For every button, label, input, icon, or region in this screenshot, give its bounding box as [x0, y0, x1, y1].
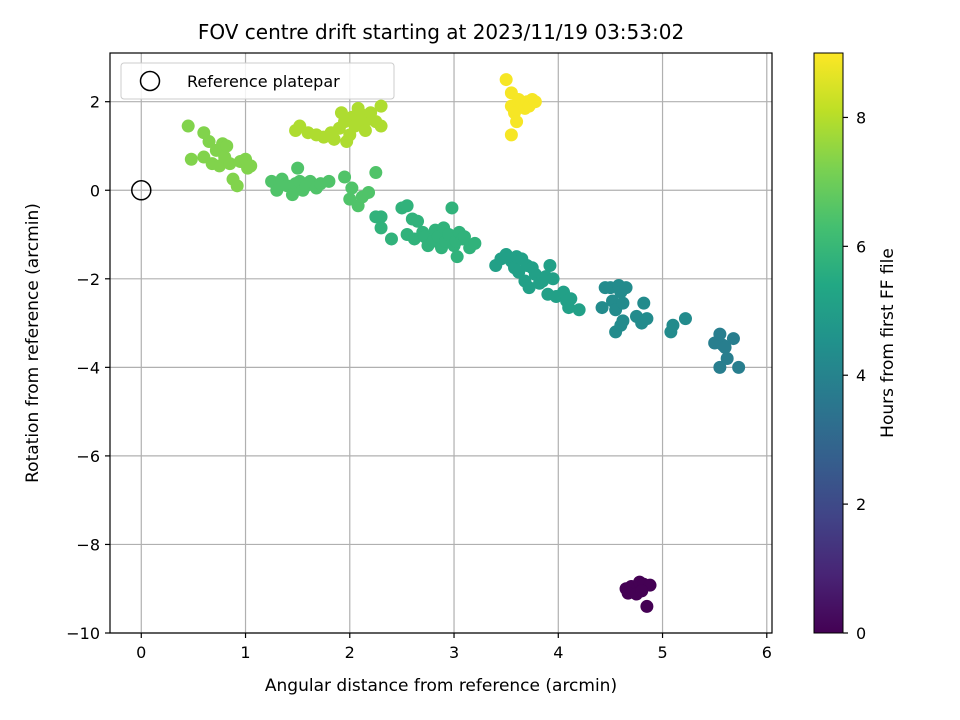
data-point — [338, 170, 352, 184]
y-tick-label: −2 — [76, 270, 100, 289]
data-point — [572, 303, 586, 317]
colorbar: 0 2 4 6 8 Hours from first FF file — [813, 52, 898, 643]
reference-platepar-marker — [131, 180, 152, 201]
data-point — [223, 157, 237, 171]
colorbar-tick-label: 4 — [856, 366, 866, 385]
data-point — [291, 161, 305, 175]
legend: Reference platepar — [120, 62, 395, 100]
data-point — [202, 135, 216, 149]
x-tick-label: 4 — [553, 643, 563, 662]
colorbar-tick-label: 6 — [856, 237, 866, 256]
x-tick-label: 1 — [240, 643, 250, 662]
data-point — [678, 312, 692, 326]
y-tick-label: −10 — [66, 624, 100, 643]
data-point — [345, 181, 359, 195]
plot-frame — [109, 52, 773, 634]
data-point — [322, 174, 336, 188]
data-point — [522, 281, 536, 295]
data-point — [358, 123, 372, 137]
data-point — [220, 139, 234, 153]
data-point — [362, 185, 376, 199]
data-point — [640, 312, 654, 326]
data-point — [510, 115, 524, 129]
data-point — [230, 179, 244, 193]
data-point — [181, 119, 195, 133]
data-point — [184, 152, 198, 166]
data-point — [640, 599, 654, 613]
data-point — [637, 296, 651, 310]
data-point — [450, 250, 464, 264]
colorbar-tick-label: 8 — [856, 108, 866, 127]
data-point — [504, 128, 518, 142]
chart-title: FOV centre drift starting at 2023/11/19 … — [198, 20, 684, 44]
data-point — [374, 99, 388, 113]
data-point — [445, 201, 459, 215]
axis-ticks: 0 1 2 3 4 5 6 2 0 −2 −4 −6 −8 −10 — [66, 93, 772, 662]
data-point — [285, 188, 299, 202]
data-point — [543, 259, 557, 273]
data-point — [616, 296, 630, 310]
x-tick-label: 6 — [762, 643, 772, 662]
data-points — [131, 73, 746, 613]
data-point — [595, 301, 609, 315]
colorbar-ticks: 0 2 4 6 8 — [843, 108, 866, 643]
data-point — [384, 232, 398, 246]
data-point — [528, 95, 542, 109]
y-axis-label: Rotation from reference (arcmin) — [23, 203, 43, 483]
data-point — [666, 318, 680, 332]
data-point — [411, 214, 425, 228]
data-point — [374, 221, 388, 235]
x-tick-label: 5 — [657, 643, 667, 662]
data-point — [270, 183, 284, 197]
colorbar-tick-label: 0 — [856, 624, 866, 643]
data-point — [732, 360, 746, 374]
y-tick-label: 2 — [90, 93, 100, 112]
data-point — [713, 327, 727, 341]
data-point — [369, 210, 383, 224]
y-tick-label: −4 — [76, 358, 100, 377]
data-point — [374, 119, 388, 133]
y-tick-label: −6 — [76, 447, 100, 466]
legend-marker-reference — [139, 70, 161, 92]
x-tick-label: 0 — [136, 643, 146, 662]
y-tick-label: −8 — [76, 535, 100, 554]
legend-label-reference: Reference platepar — [187, 72, 340, 91]
data-point — [726, 332, 740, 346]
x-axis-label: Angular distance from reference (arcmin) — [265, 676, 617, 696]
data-point — [369, 166, 383, 180]
data-point — [457, 230, 471, 244]
data-point — [616, 314, 630, 328]
data-point — [327, 132, 341, 146]
x-tick-label: 3 — [449, 643, 459, 662]
colorbar-tick-label: 2 — [856, 495, 866, 514]
legend-box — [120, 62, 395, 100]
data-point — [244, 159, 258, 173]
data-point — [400, 199, 414, 213]
data-point — [720, 351, 734, 365]
data-point — [564, 292, 578, 306]
y-tick-label: 0 — [90, 181, 100, 200]
data-point — [619, 281, 633, 295]
data-point — [718, 340, 732, 354]
data-point — [468, 236, 482, 250]
data-point — [546, 272, 560, 286]
data-point — [499, 73, 513, 87]
colorbar-label: Hours from first FF file — [878, 248, 898, 438]
data-point — [635, 584, 649, 598]
colorbar-gradient — [813, 52, 844, 634]
x-tick-label: 2 — [345, 643, 355, 662]
data-point — [343, 192, 357, 206]
data-point — [713, 360, 727, 374]
